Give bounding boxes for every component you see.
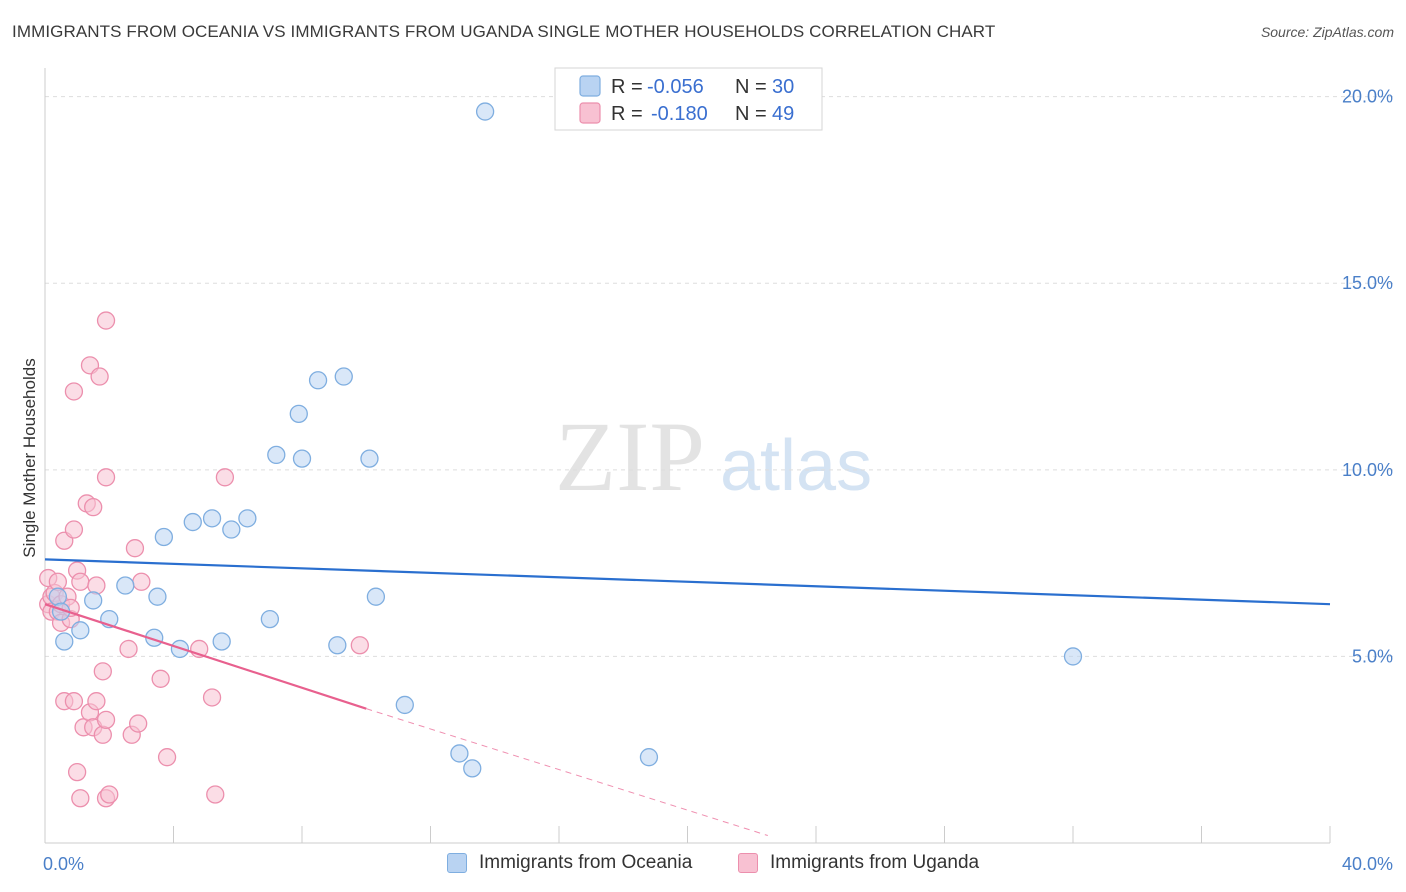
bottom-legend: Immigrants from Oceania Immigrants from … — [0, 852, 1406, 878]
oceania-point — [202, 509, 222, 528]
x-tick-label: 40.0% — [1342, 854, 1393, 874]
uganda-point — [119, 639, 138, 659]
uganda-point — [71, 789, 90, 808]
trend-lines — [44, 558, 1331, 837]
legend-n-label-uganda: N = — [735, 103, 767, 125]
uganda-point — [67, 762, 87, 782]
oceania-point — [463, 759, 482, 778]
y-tick-label: 15.0% — [1342, 273, 1393, 293]
oceania-point — [222, 520, 241, 539]
uganda-point — [129, 714, 148, 733]
legend-swatch-oceania — [579, 75, 601, 97]
uganda-point — [202, 688, 222, 707]
legend-r-value-uganda: -0.180 — [651, 103, 708, 125]
oceania-point — [212, 632, 231, 651]
watermark-atlas: atlas — [720, 426, 872, 506]
oceania-point — [55, 632, 74, 651]
legend-r-label-uganda: R = — [611, 103, 643, 125]
uganda-point — [96, 468, 116, 487]
oceania-point — [48, 587, 67, 606]
uganda-point — [90, 367, 109, 386]
bottom-legend-item-uganda: Immigrants from Uganda — [738, 852, 979, 874]
correlation-legend: R = -0.056 N = 30 R = -0.180 N = 49 — [554, 67, 823, 131]
uganda-point — [157, 748, 177, 767]
uganda-trend-line — [44, 603, 367, 710]
oceania-point — [116, 576, 135, 595]
chart-title: IMMIGRANTS FROM OCEANIA VS IMMIGRANTS FR… — [12, 22, 996, 41]
source-label: Source: ZipAtlas.com — [1260, 24, 1394, 40]
oceania-point — [475, 102, 495, 121]
legend-swatch-uganda — [579, 102, 601, 124]
oceania-point — [289, 404, 308, 424]
legend-n-value-uganda: 49 — [772, 103, 794, 125]
oceania-trend-line — [44, 558, 1331, 606]
x-tick-labels: 0.0% 40.0% — [43, 854, 1393, 874]
oceania-point — [308, 371, 328, 390]
uganda-point — [151, 669, 170, 688]
y-tick-label: 5.0% — [1352, 646, 1393, 666]
uganda-point — [206, 785, 225, 804]
uganda-point — [64, 382, 84, 401]
uganda-point — [125, 539, 145, 558]
uganda-point — [215, 468, 235, 487]
oceania-point — [71, 621, 90, 640]
legend-n-label-oceania: N = — [735, 76, 767, 98]
uganda-trend-extension — [366, 708, 768, 837]
uganda-point — [64, 520, 84, 539]
bottom-legend-label-oceania: Immigrants from Oceania — [479, 852, 693, 873]
y-axis-label: Single Mother Households — [20, 358, 39, 557]
oceania-point — [1063, 647, 1083, 666]
uganda-point — [96, 710, 116, 730]
oceania-point — [360, 449, 379, 468]
oceania-point — [450, 744, 469, 763]
oceania-points — [48, 102, 1083, 778]
uganda-point — [96, 311, 116, 330]
oceania-point — [148, 587, 167, 606]
watermark-zip: ZIP — [555, 401, 705, 512]
oceania-point — [292, 449, 312, 468]
axes — [44, 68, 1331, 844]
uganda-point — [93, 725, 112, 744]
bottom-legend-label-uganda: Immigrants from Uganda — [770, 852, 980, 873]
y-tick-label: 10.0% — [1342, 460, 1393, 480]
gridlines — [45, 96, 1395, 657]
oceania-point — [183, 512, 202, 532]
oceania-point — [366, 587, 386, 606]
bottom-legend-swatch-uganda — [738, 853, 758, 873]
oceania-point — [260, 609, 280, 629]
oceania-point — [334, 367, 353, 386]
legend-r-label-oceania: R = — [611, 76, 643, 98]
uganda-point — [93, 662, 112, 681]
uganda-point — [87, 576, 106, 595]
uganda-point — [350, 636, 369, 655]
oceania-point — [154, 527, 174, 547]
oceania-point — [267, 445, 286, 465]
oceania-point — [84, 591, 103, 610]
oceania-point — [328, 636, 347, 655]
uganda-point — [87, 692, 106, 711]
oceania-point — [639, 748, 659, 767]
uganda-point — [100, 785, 119, 804]
legend-r-value-oceania: -0.056 — [647, 76, 704, 98]
bottom-legend-item-oceania: Immigrants from Oceania — [447, 852, 692, 874]
uganda-point — [132, 572, 151, 591]
legend-n-value-oceania: 30 — [772, 76, 794, 98]
uganda-point — [64, 692, 84, 711]
uganda-point — [84, 497, 103, 517]
y-tick-labels: 5.0% 10.0% 15.0% 20.0% — [1342, 87, 1393, 667]
uganda-point — [71, 572, 90, 591]
bottom-legend-swatch-oceania — [447, 853, 467, 873]
oceania-point — [238, 509, 257, 528]
oceania-point — [395, 695, 414, 715]
y-tick-label: 20.0% — [1342, 87, 1393, 107]
x-tick-label: 0.0% — [43, 854, 84, 874]
